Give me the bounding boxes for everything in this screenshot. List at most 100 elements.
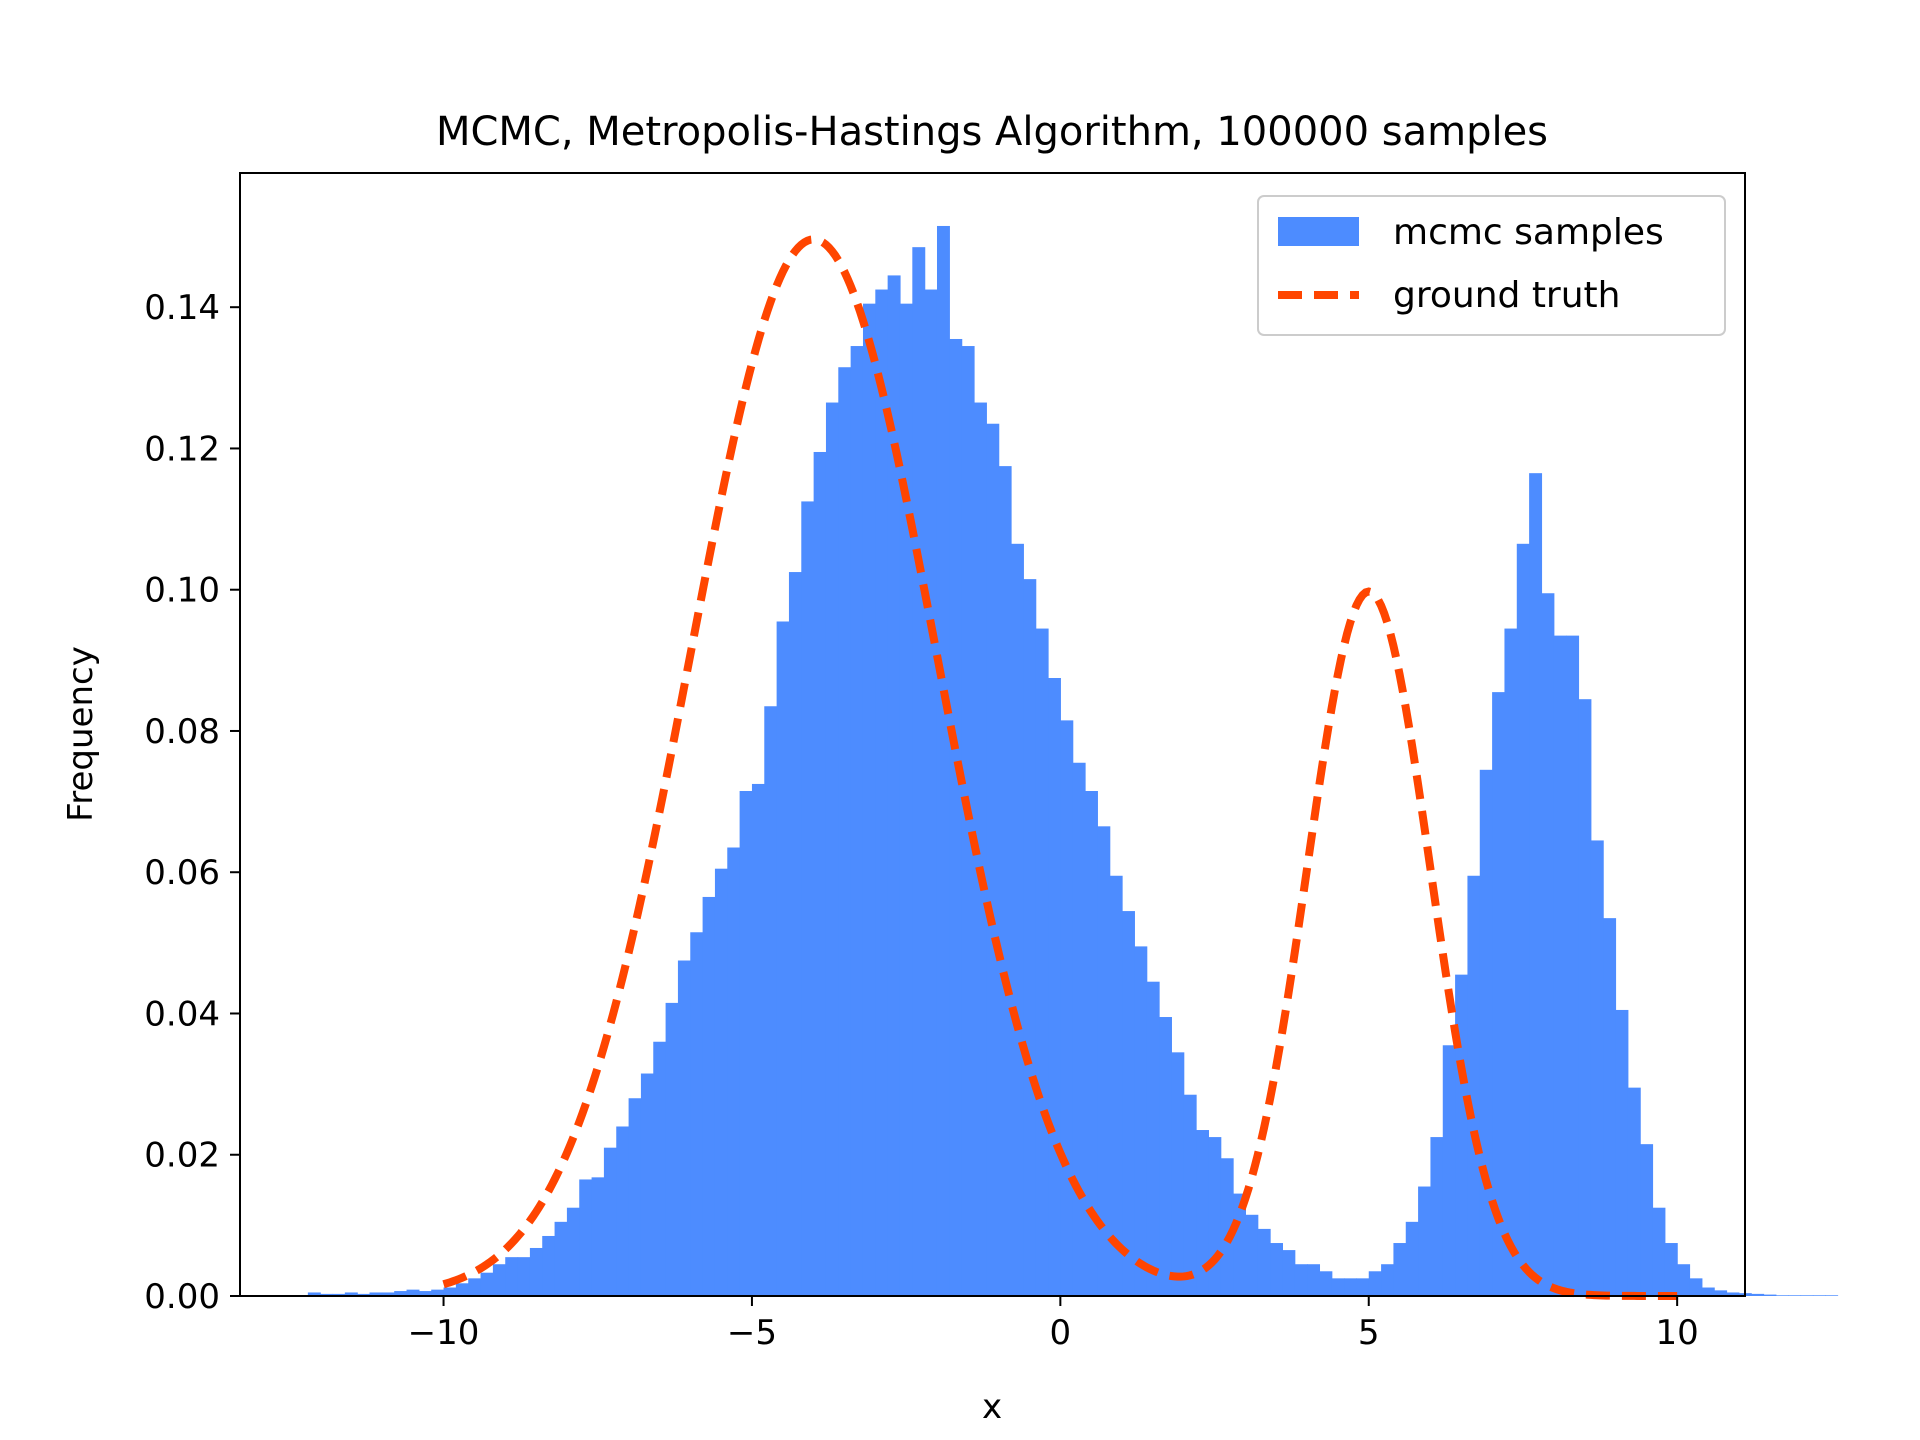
histogram-bar [1492, 692, 1506, 1296]
y-axis-ticks: 0.00 0.02 0.04 0.06 0.08 0.10 0.12 0.14 [144, 288, 240, 1317]
histogram-bar [480, 1272, 494, 1296]
x-axis-ticks: −10 −5 0 5 10 [408, 1296, 1699, 1353]
histogram-bar [1615, 1009, 1629, 1296]
histogram-bar [1233, 1193, 1246, 1296]
chart-title: MCMC, Metropolis-Hastings Algorithm, 100… [436, 109, 1548, 155]
histogram-bar [1356, 1278, 1370, 1296]
histogram-bar [468, 1278, 482, 1296]
histogram-bar [1405, 1221, 1419, 1296]
legend-label-histogram: mcmc samples [1393, 212, 1664, 253]
histogram-bar [986, 423, 1000, 1297]
histogram-bar [1701, 1287, 1715, 1296]
y-tick-label: 0.10 [144, 571, 220, 611]
histogram-bar [542, 1235, 556, 1296]
histogram-bar [677, 960, 691, 1296]
histogram-bar [1245, 1214, 1259, 1296]
histogram-bar [1048, 678, 1061, 1296]
histogram-bar [640, 1073, 654, 1296]
histogram-bar [1763, 1294, 1777, 1296]
histogram-bar [1085, 791, 1098, 1296]
y-tick-label: 0.04 [144, 994, 220, 1034]
histogram-bar [998, 466, 1012, 1296]
histogram-bar [1134, 946, 1148, 1296]
x-tick-label: 10 [1656, 1313, 1699, 1353]
histogram-bar [1664, 1243, 1678, 1296]
histogram-bar [517, 1257, 531, 1296]
histogram-bar [1467, 875, 1481, 1296]
histogram-bar [579, 1179, 593, 1296]
x-axis-label: x [982, 1387, 1002, 1427]
histogram-bar [1689, 1278, 1703, 1296]
x-tick-label: 5 [1358, 1313, 1380, 1353]
histogram-bar [307, 1292, 321, 1296]
histogram-bar [1344, 1278, 1358, 1296]
histogram-bar [838, 367, 852, 1297]
histogram-bar [899, 303, 913, 1296]
histogram-bar [1159, 1017, 1172, 1296]
histogram-bar [936, 225, 950, 1297]
histogram-bar [1294, 1264, 1308, 1296]
histogram-bar [369, 1292, 383, 1296]
histogram-bar [862, 303, 876, 1296]
histogram-bar [739, 791, 753, 1296]
histogram-bar [1677, 1264, 1691, 1296]
y-axis-label: Frequency [61, 646, 101, 822]
plot-frame [239, 172, 1746, 1297]
y-tick-label: 0.12 [144, 429, 220, 469]
histogram-bar [418, 1291, 432, 1296]
histogram-bar [1640, 1144, 1654, 1296]
histogram-bar [974, 402, 987, 1296]
histogram-bar [1825, 1295, 1839, 1296]
histogram-bar [1504, 628, 1518, 1296]
histogram-bar [603, 1147, 617, 1296]
histogram-bar [320, 1293, 334, 1296]
histogram-bar [1393, 1243, 1407, 1296]
histogram-bar [616, 1126, 630, 1296]
y-tick-label: 0.14 [144, 288, 220, 328]
histogram-bar [1319, 1271, 1333, 1296]
histogram-bar [801, 501, 815, 1296]
x-tick-label: 0 [1050, 1313, 1072, 1353]
y-tick-label: 0.02 [144, 1136, 220, 1176]
histogram-bar [1270, 1243, 1283, 1296]
histogram-bar [887, 275, 901, 1296]
y-tick-label: 0.08 [144, 712, 220, 752]
histogram-bar [727, 847, 741, 1296]
histogram-bar [1035, 628, 1049, 1296]
legend: mcmc samples ground truth [1257, 195, 1726, 336]
histogram-bar [1751, 1293, 1765, 1296]
legend-label-ground-truth: ground truth [1393, 275, 1620, 316]
histogram-bar [1023, 579, 1037, 1296]
x-tick-label: −10 [408, 1313, 480, 1353]
histogram-bar [406, 1289, 420, 1296]
histogram-bar [714, 868, 728, 1296]
legend-swatch-histogram [1278, 217, 1359, 246]
histogram-bar [850, 346, 864, 1296]
histogram-bar [1122, 911, 1135, 1296]
histogram-bar [1516, 543, 1530, 1296]
histogram-bar [1418, 1186, 1432, 1296]
histogram-bar [1603, 918, 1617, 1296]
legend-box [1257, 195, 1726, 336]
histogram-bar [1775, 1295, 1789, 1296]
histogram-bar [1788, 1295, 1802, 1296]
histogram-bar [1800, 1295, 1814, 1296]
histogram-bar [332, 1293, 346, 1296]
histogram-bar [1331, 1278, 1345, 1296]
histogram-bar [813, 451, 827, 1297]
histogram-bar [554, 1221, 568, 1296]
histogram-bar [1183, 1094, 1197, 1296]
histogram-bar [665, 1002, 679, 1296]
histogram-bar [1442, 1045, 1456, 1296]
histogram-bar [751, 783, 765, 1296]
histogram-bar [1714, 1290, 1728, 1296]
histogram-bar [1097, 826, 1111, 1296]
x-tick-label: −5 [727, 1313, 777, 1353]
histogram-bar [1566, 635, 1580, 1296]
histogram-bar [1430, 1137, 1444, 1296]
histogram-bar [394, 1291, 408, 1296]
histogram-bar [443, 1287, 457, 1296]
histogram-bar [357, 1293, 371, 1296]
histogram-bar [1479, 769, 1493, 1296]
